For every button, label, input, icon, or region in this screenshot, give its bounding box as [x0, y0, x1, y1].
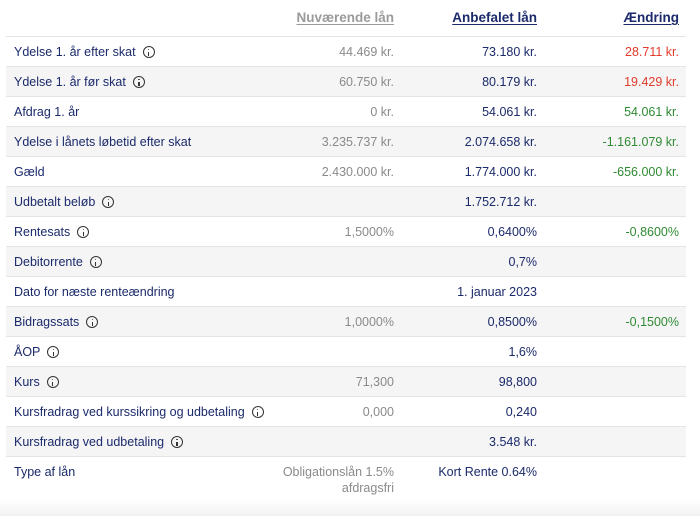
row-label-text: Debitorrente — [14, 255, 83, 269]
row-label-text: ÅOP — [14, 345, 41, 359]
column-header-recommended-loan[interactable]: Anbefalet lån — [452, 10, 537, 25]
row-label-text: Afdrag 1. år — [14, 105, 80, 119]
row-label: Rentesats — [14, 217, 90, 247]
current-loan-value: 71,300 — [355, 375, 394, 389]
comparison-header: Nuværende lån Anbefalet lån Ændring — [0, 0, 700, 36]
table-row: Debitorrente 0,7% — [6, 246, 686, 276]
table-row: Kursfradrag ved udbetaling 3.548 kr. — [6, 426, 686, 456]
recommended-loan-value: 0,240 — [505, 405, 537, 419]
recommended-loan-value: 0,7% — [508, 255, 538, 269]
current-loan-value: 1,0000% — [344, 315, 394, 329]
row-label-text: Ydelse 1. år før skat — [14, 75, 126, 89]
change-value: -656.000 kr. — [612, 165, 679, 179]
recommended-loan-value: 80.179 kr. — [482, 75, 537, 89]
row-label-text: Bidragssats — [14, 315, 80, 329]
table-row: Rentesats 1,5000% 0,6400% -0,8600% — [6, 216, 686, 246]
table-row-loan-type: Type af lån Obligationslån 1.5% afdragsfri… — [6, 456, 686, 500]
recommended-loan-value: 3.548 kr. — [489, 435, 537, 449]
info-icon[interactable] — [86, 316, 99, 328]
table-row: Kursfradrag ved kurssikring og udbetalin… — [6, 396, 686, 426]
recommended-loan-value: 98,800 — [498, 375, 537, 389]
row-label: Ydelse i lånets løbetid efter skat — [14, 127, 191, 157]
info-icon[interactable] — [102, 196, 115, 208]
row-label: ÅOP — [14, 337, 60, 367]
row-label-text: Kurs — [14, 375, 40, 389]
row-label: Ydelse 1. år før skat — [14, 67, 145, 97]
info-icon[interactable] — [46, 376, 59, 388]
table-row: ÅOP 1,6% — [6, 336, 686, 366]
current-loan-value: 2.430.000 kr. — [321, 165, 394, 179]
column-header-change[interactable]: Ændring — [623, 10, 680, 25]
recommended-loan-value: 54.061 kr. — [482, 105, 537, 119]
info-icon[interactable] — [89, 256, 102, 268]
row-label: Kursfradrag ved udbetaling — [14, 427, 184, 457]
row-label-text: Kursfradrag ved kurssikring og udbetalin… — [14, 405, 245, 419]
table-row: Gæld 2.430.000 kr. 1.774.000 kr. -656.000 k… — [6, 156, 686, 186]
current-loan-value: 0 kr. — [370, 105, 394, 119]
info-icon[interactable] — [142, 46, 155, 58]
table-row: Ydelse 1. år efter skat 44.469 kr. 73.180 … — [6, 36, 686, 66]
recommended-loan-value: 2.074.658 kr. — [464, 135, 537, 149]
recommended-loan-value: 1.752.712 kr. — [464, 195, 537, 209]
table-row: Ydelse 1. år før skat 60.750 kr. 80.179 kr… — [6, 66, 686, 96]
bottom-fade — [0, 500, 700, 516]
row-label: Gæld — [14, 157, 45, 187]
current-loan-type: Obligationslån 1.5% afdragsfri — [283, 464, 394, 496]
recommended-loan-value: 0,6400% — [487, 225, 537, 239]
recommended-loan-value: 0,8500% — [487, 315, 537, 329]
row-label: Debitorrente — [14, 247, 102, 277]
info-icon[interactable] — [132, 76, 145, 88]
row-label-text: Dato for næste renteændring — [14, 285, 175, 299]
table-row: Udbetalt beløb 1.752.712 kr. — [6, 186, 686, 216]
comparison-table: Ydelse 1. år efter skat 44.469 kr. 73.180 … — [6, 36, 686, 500]
info-icon[interactable] — [171, 436, 184, 448]
recommended-loan-value: 1.774.000 kr. — [464, 165, 537, 179]
row-label: Udbetalt beløb — [14, 187, 115, 217]
row-label-text: Rentesats — [14, 225, 71, 239]
change-value: 19.429 kr. — [624, 75, 679, 89]
recommended-loan-value: 1,6% — [508, 345, 538, 359]
current-loan-value: 1,5000% — [344, 225, 394, 239]
table-row: Dato for næste renteændring 1. januar 202… — [6, 276, 686, 306]
recommended-loan-type: Kort Rente 0.64% — [438, 465, 537, 479]
row-label-text: Gæld — [14, 165, 45, 179]
change-value: 54.061 kr. — [624, 105, 679, 119]
column-header-current-loan[interactable]: Nuværende lån — [296, 10, 394, 25]
table-row: Ydelse i lånets løbetid efter skat 3.235.… — [6, 126, 686, 156]
recommended-loan-value: 1. januar 2023 — [457, 285, 537, 299]
row-label-text: Kursfradrag ved udbetaling — [14, 435, 165, 449]
table-row: Afdrag 1. år 0 kr. 54.061 kr. 54.061 kr. — [6, 96, 686, 126]
change-value: -1.161.079 kr. — [602, 135, 679, 149]
change-value: 28.711 kr. — [625, 45, 679, 59]
row-label: Kurs — [14, 367, 59, 397]
row-label: Bidragssats — [14, 307, 99, 337]
row-label-text: Type af lån — [14, 465, 76, 479]
change-value: -0,1500% — [625, 315, 679, 329]
table-row: Kurs 71,300 98,800 — [6, 366, 686, 396]
row-label: Dato for næste renteændring — [14, 277, 175, 307]
row-label-text: Udbetalt beløb — [14, 195, 96, 209]
row-label-text: Ydelse i lånets løbetid efter skat — [14, 135, 192, 149]
info-icon[interactable] — [77, 226, 90, 238]
info-icon[interactable] — [47, 346, 60, 358]
row-label: Kursfradrag ved kurssikring og udbetalin… — [14, 397, 264, 427]
row-label: Type af lån — [14, 457, 75, 487]
info-icon[interactable] — [251, 406, 264, 418]
change-value: -0,8600% — [625, 225, 679, 239]
row-label-text: Ydelse 1. år efter skat — [14, 45, 136, 59]
current-loan-value: 60.750 kr. — [339, 75, 394, 89]
current-loan-type-line2: afdragsfri — [341, 481, 394, 495]
table-row: Bidragssats 1,0000% 0,8500% -0,1500% — [6, 306, 686, 336]
current-loan-value: 3.235.737 kr. — [321, 135, 394, 149]
row-label: Ydelse 1. år efter skat — [14, 37, 155, 67]
current-loan-value: 0,000 — [362, 405, 394, 419]
current-loan-type-line1: Obligationslån 1.5% — [282, 465, 394, 479]
recommended-loan-value: 73.180 kr. — [482, 45, 537, 59]
current-loan-value: 44.469 kr. — [339, 45, 394, 59]
row-label: Afdrag 1. år — [14, 97, 79, 127]
